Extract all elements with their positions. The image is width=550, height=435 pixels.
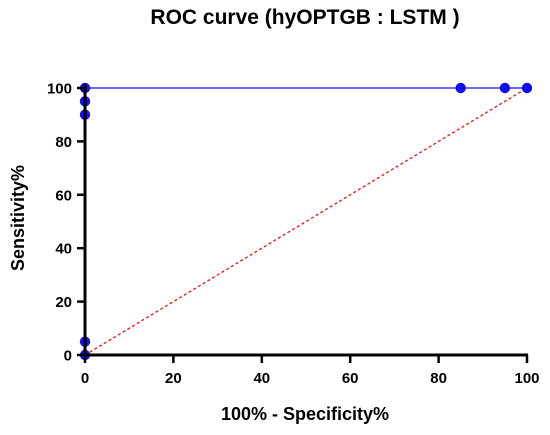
y-tick-label: 0 [64, 348, 72, 365]
chart-title: ROC curve (hyOPTGB : LSTM ) [150, 6, 459, 29]
y-axis-label: Sensitivity% [8, 165, 28, 271]
y-tick-label: 100 [47, 81, 72, 98]
x-tick-label: 0 [81, 370, 89, 387]
x-tick-label: 40 [253, 370, 270, 387]
y-tick-label: 20 [55, 294, 72, 311]
axes: 0 20 40 60 80 100 0 20 40 60 80 100 [47, 81, 540, 388]
y-tick-label: 40 [55, 241, 72, 258]
x-tick-label: 80 [430, 370, 447, 387]
reference-diagonal-line [84, 87, 528, 356]
x-tick-label: 60 [342, 370, 359, 387]
roc-data-point [455, 82, 466, 94]
x-tick-label: 20 [165, 370, 182, 387]
y-tick-label: 80 [55, 134, 72, 151]
x-axis-label: 100% - Specificity% [221, 404, 389, 424]
roc-data-point [499, 82, 511, 94]
roc-data-point [521, 82, 533, 94]
x-tick-label: 100 [514, 370, 539, 387]
y-tick-label: 60 [55, 187, 72, 204]
plot-area [79, 82, 533, 361]
